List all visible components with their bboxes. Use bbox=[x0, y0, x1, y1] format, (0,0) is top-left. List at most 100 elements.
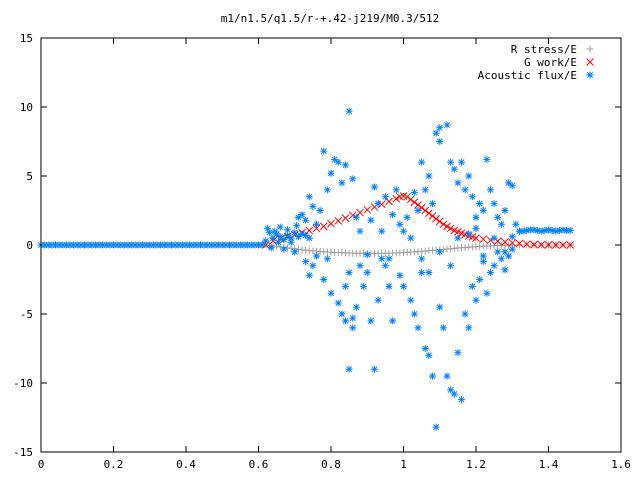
marker-stroke bbox=[502, 248, 508, 255]
data-point bbox=[465, 230, 473, 238]
marker-stroke bbox=[349, 315, 356, 322]
marker-stroke bbox=[348, 211, 357, 220]
chart-title: m1/n1.5/q1.5/r-+.42-j219/M0.3/512 bbox=[221, 12, 440, 25]
data-point bbox=[421, 345, 429, 352]
data-point bbox=[302, 216, 310, 224]
marker-stroke bbox=[450, 226, 459, 235]
data-point bbox=[476, 276, 484, 283]
data-point bbox=[418, 269, 426, 277]
marker-stroke bbox=[404, 214, 411, 221]
data-point bbox=[302, 258, 310, 266]
marker-stroke bbox=[447, 386, 454, 393]
data-point bbox=[472, 296, 480, 304]
data-point bbox=[421, 206, 430, 215]
data-point bbox=[392, 194, 401, 203]
marker-stroke bbox=[522, 240, 531, 249]
marker-stroke bbox=[428, 212, 437, 220]
data-point bbox=[516, 241, 523, 249]
data-point bbox=[389, 211, 397, 219]
data-point bbox=[501, 207, 509, 214]
data-point bbox=[414, 324, 422, 332]
data-point bbox=[429, 200, 436, 208]
marker-stroke bbox=[476, 200, 483, 207]
marker-stroke bbox=[411, 311, 418, 317]
data-point bbox=[262, 237, 270, 245]
data-point bbox=[367, 317, 375, 325]
marker-stroke bbox=[306, 272, 313, 279]
data-point bbox=[447, 158, 455, 166]
marker-stroke bbox=[469, 193, 476, 200]
marker-stroke bbox=[313, 221, 320, 228]
marker-stroke bbox=[271, 228, 278, 235]
data-point bbox=[447, 262, 455, 270]
plot-frame bbox=[40, 37, 622, 453]
marker-stroke bbox=[483, 156, 490, 163]
legend-label: G work/E bbox=[524, 56, 577, 69]
data-point bbox=[396, 271, 404, 279]
series-2 bbox=[37, 107, 574, 431]
marker-stroke bbox=[357, 228, 363, 235]
data-point bbox=[287, 238, 295, 246]
marker-stroke bbox=[480, 253, 487, 260]
marker-stroke bbox=[389, 317, 396, 324]
marker-stroke bbox=[465, 173, 472, 179]
marker-stroke bbox=[494, 214, 501, 221]
data-point bbox=[294, 233, 302, 241]
marker-stroke bbox=[291, 248, 298, 255]
data-point bbox=[435, 217, 444, 226]
data-point bbox=[284, 226, 291, 234]
marker-stroke bbox=[422, 345, 429, 352]
data-point bbox=[425, 269, 433, 277]
legend-marker bbox=[586, 58, 594, 66]
marker-stroke bbox=[335, 159, 342, 166]
marker-stroke bbox=[462, 311, 469, 317]
y-tick-label: -10 bbox=[13, 377, 33, 390]
data-point bbox=[443, 372, 451, 380]
marker-stroke bbox=[491, 235, 498, 242]
data-point bbox=[476, 200, 484, 208]
marker-stroke bbox=[302, 232, 309, 239]
data-point bbox=[523, 241, 531, 249]
x-tick-label: 0 bbox=[38, 458, 45, 471]
data-point bbox=[468, 282, 476, 290]
marker-stroke bbox=[480, 258, 487, 265]
data-point bbox=[454, 349, 462, 357]
marker-stroke bbox=[393, 186, 400, 193]
marker-stroke bbox=[451, 391, 458, 398]
marker-stroke bbox=[299, 230, 305, 237]
marker-stroke bbox=[447, 262, 454, 269]
data-point bbox=[338, 310, 346, 318]
marker-stroke bbox=[498, 221, 505, 228]
data-point bbox=[522, 240, 531, 249]
data-point bbox=[331, 155, 339, 163]
data-point bbox=[363, 251, 371, 259]
marker-stroke bbox=[587, 72, 593, 78]
data-point bbox=[407, 296, 415, 304]
marker-stroke bbox=[472, 234, 480, 242]
data-point bbox=[334, 216, 343, 225]
marker-stroke bbox=[309, 262, 316, 269]
marker-stroke bbox=[454, 228, 462, 236]
data-point bbox=[327, 289, 335, 297]
marker-stroke bbox=[444, 373, 450, 380]
marker-stroke bbox=[505, 253, 512, 260]
marker-stroke bbox=[538, 228, 545, 235]
data-point bbox=[551, 241, 560, 249]
data-point bbox=[345, 107, 353, 115]
marker-stroke bbox=[349, 175, 356, 182]
marker-stroke bbox=[552, 228, 559, 235]
y-tick-label: 15 bbox=[20, 32, 33, 45]
marker-stroke bbox=[262, 237, 269, 244]
data-point bbox=[508, 245, 516, 253]
data-point bbox=[446, 224, 455, 233]
marker-stroke bbox=[288, 239, 295, 246]
marker-stroke bbox=[487, 269, 494, 276]
marker-stroke bbox=[277, 233, 284, 240]
data-point bbox=[352, 213, 360, 221]
data-point bbox=[436, 303, 444, 311]
marker-stroke bbox=[386, 283, 392, 290]
data-point bbox=[458, 158, 465, 166]
marker-stroke bbox=[498, 255, 505, 262]
data-point bbox=[515, 239, 524, 248]
x-tick-label: 1 bbox=[400, 458, 407, 471]
